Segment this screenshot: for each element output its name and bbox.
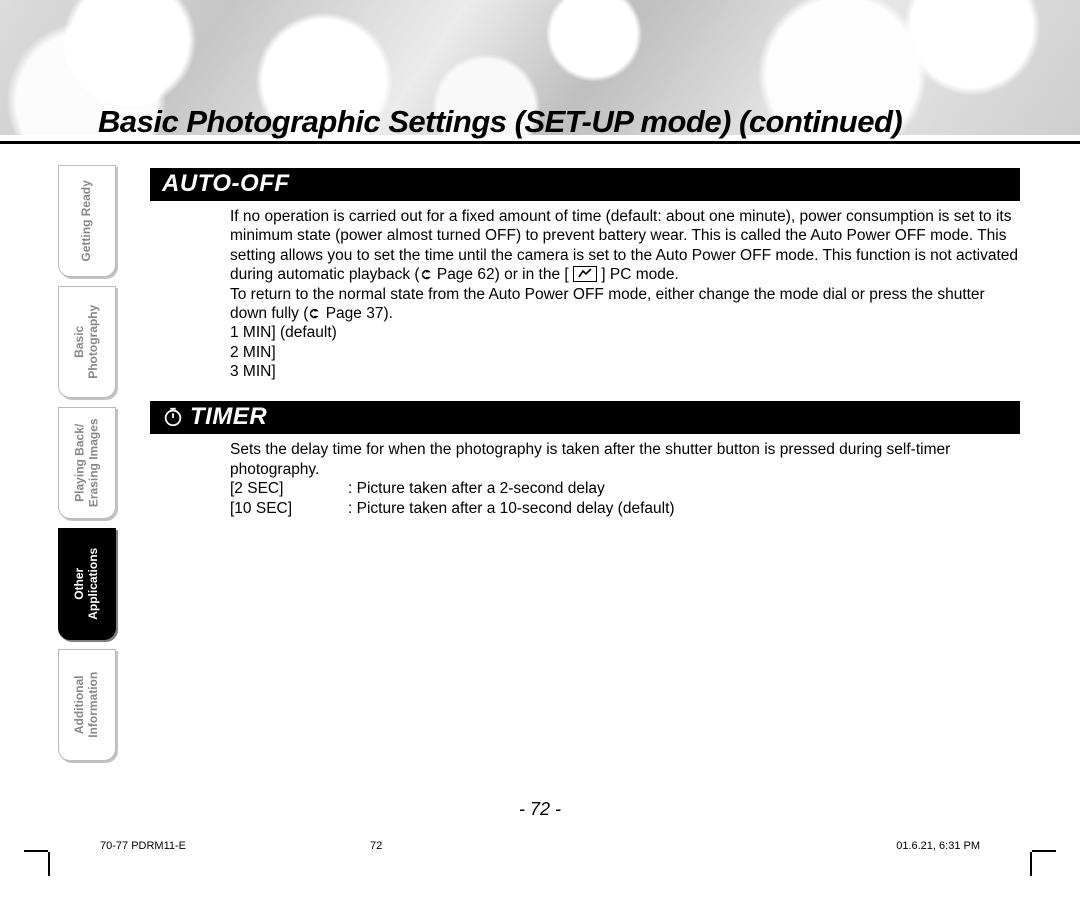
body-text: Sets the delay time for when the photogr… xyxy=(230,440,1020,479)
footer: 70-77 PDRM11-E 72 01.6.21, 6:31 PM xyxy=(100,840,980,852)
title-rule xyxy=(0,141,1080,144)
crop-mark xyxy=(24,850,48,852)
timer-icon xyxy=(162,406,184,428)
option: 2 MIN] xyxy=(230,344,276,361)
tab-additional-info: AdditionalInformation xyxy=(58,649,116,761)
crop-mark xyxy=(1032,850,1056,852)
page-ref-icon: ➲ xyxy=(420,265,433,284)
option: 3 MIN] xyxy=(230,363,276,380)
tab-getting-ready: Getting Ready xyxy=(58,165,116,277)
option-val: : Picture taken after a 2-second delay xyxy=(348,479,605,498)
body-text: Page 37). xyxy=(321,305,393,322)
section-header-auto-off: AUTO-OFF xyxy=(150,168,1020,201)
crop-mark xyxy=(48,852,50,876)
option-key: [2 SEC] xyxy=(230,479,320,498)
timer-option-row: [10 SEC] : Picture taken after a 10-seco… xyxy=(230,499,1020,518)
side-tabs: Getting Ready BasicPhotography Playing B… xyxy=(58,165,116,761)
tab-other-applications: OtherApplications xyxy=(58,528,116,640)
tab-label: Playing Back/Erasing Images xyxy=(73,419,101,508)
page-ref-icon: ➲ xyxy=(308,304,321,323)
auto-off-body: If no operation is carried out for a fix… xyxy=(150,201,1020,401)
footer-doc-id: 70-77 PDRM11-E xyxy=(100,840,186,852)
page-number: - 72 - xyxy=(0,799,1080,820)
page-title: Basic Photographic Settings (SET-UP mode… xyxy=(98,104,1050,140)
footer-page: 72 xyxy=(370,840,382,852)
crop-mark xyxy=(1030,852,1032,876)
timer-body: Sets the delay time for when the photogr… xyxy=(150,434,1020,538)
tab-label: Getting Ready xyxy=(80,180,94,261)
footer-timestamp: 01.6.21, 6:31 PM xyxy=(896,840,980,852)
section-header-timer: TIMER xyxy=(150,401,1020,434)
tab-playing-back: Playing Back/Erasing Images xyxy=(58,407,116,519)
pc-mode-icon xyxy=(573,266,597,282)
tab-label: OtherApplications xyxy=(73,548,101,620)
body-text: ] PC mode. xyxy=(597,266,679,283)
section-heading: AUTO-OFF xyxy=(162,170,290,198)
body-text: Page 62) or in the [ xyxy=(433,266,573,283)
option-val: : Picture taken after a 10-second delay … xyxy=(348,499,675,518)
option-key: [10 SEC] xyxy=(230,499,320,518)
tab-basic-photography: BasicPhotography xyxy=(58,286,116,398)
option: 1 MIN] (default) xyxy=(230,324,337,341)
tab-label: BasicPhotography xyxy=(73,305,101,379)
timer-option-row: [2 SEC] : Picture taken after a 2-second… xyxy=(230,479,1020,498)
section-heading: TIMER xyxy=(190,403,267,431)
tab-label: AdditionalInformation xyxy=(73,672,101,738)
content-area: AUTO-OFF If no operation is carried out … xyxy=(150,168,1020,538)
